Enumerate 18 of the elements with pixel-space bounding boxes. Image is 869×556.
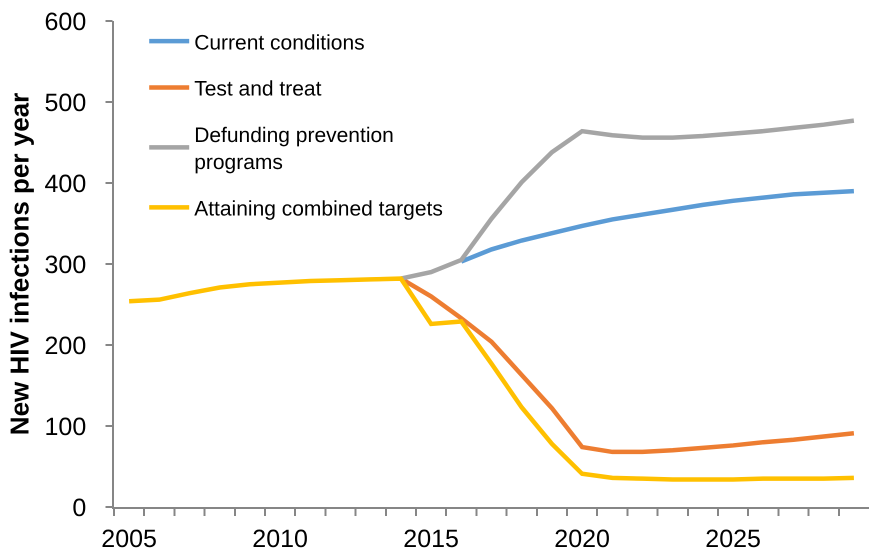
legend-label: Test and treat [194, 78, 322, 101]
y-tick-label: 300 [44, 250, 86, 279]
y-axis-title: New HIV infections per year [4, 92, 34, 436]
x-tick-label: 2020 [554, 524, 610, 553]
y-tick-label: 100 [44, 412, 86, 441]
y-tick-label: 600 [44, 8, 86, 36]
y-tick-label: 200 [44, 332, 86, 360]
line-series [459, 188, 856, 264]
x-tick-label: 2005 [101, 524, 157, 553]
y-tick-label: 0 [72, 494, 86, 522]
legend-label: Defunding prevention programs [194, 124, 394, 174]
legend-label: Current conditions [194, 31, 365, 54]
x-tick-label: 2015 [403, 524, 459, 553]
y-tick-label: 500 [44, 88, 86, 117]
legend-label: Attaining combined targets [194, 198, 443, 221]
x-tick-label: 2025 [705, 524, 761, 553]
x-tick-label: 2010 [252, 524, 308, 553]
y-tick-label: 400 [44, 170, 86, 198]
